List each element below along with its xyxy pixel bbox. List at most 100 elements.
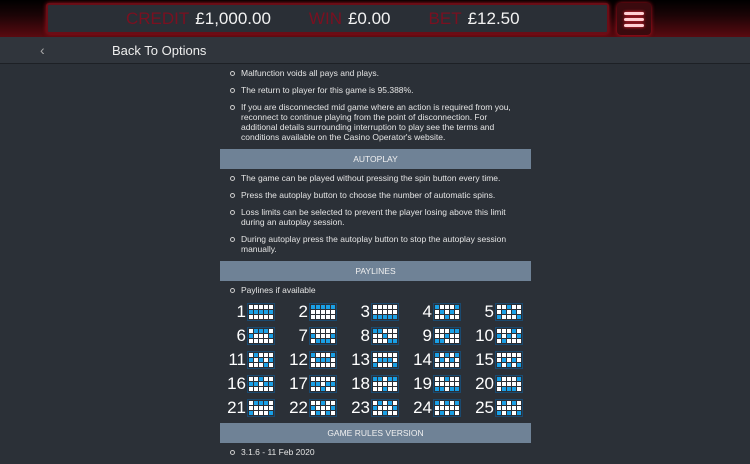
payline-number: 8 bbox=[360, 325, 370, 345]
game-rules-content: Malfunction voids all pays and plays. The… bbox=[220, 64, 531, 464]
payline-7: 7 bbox=[285, 326, 347, 345]
payline-11: 11 bbox=[223, 350, 285, 369]
version-list: 3.1.6 - 11 Feb 2020 bbox=[220, 447, 531, 457]
payline-pattern-icon bbox=[247, 326, 275, 345]
balance-meter: CREDIT £1,000.00 WIN £0.00 BET £12.50 bbox=[46, 3, 609, 34]
list-item: Loss limits can be selected to prevent t… bbox=[230, 207, 523, 227]
payline-number: 7 bbox=[298, 325, 308, 345]
payline-pattern-icon bbox=[247, 302, 275, 321]
payline-number: 5 bbox=[484, 301, 494, 321]
payline-8: 8 bbox=[347, 326, 409, 345]
credit-value: £1,000.00 bbox=[195, 8, 271, 28]
payline-number: 22 bbox=[289, 397, 308, 417]
menu-button[interactable] bbox=[617, 3, 651, 35]
win-label: WIN bbox=[308, 8, 342, 28]
payline-pattern-icon bbox=[495, 374, 523, 393]
payline-22: 22 bbox=[285, 398, 347, 417]
payline-number: 23 bbox=[351, 397, 370, 417]
payline-pattern-icon bbox=[309, 398, 337, 417]
payline-25: 25 bbox=[471, 398, 533, 417]
payline-number: 12 bbox=[289, 349, 308, 369]
section-header-autoplay: AUTOPLAY bbox=[220, 149, 531, 169]
payline-pattern-icon bbox=[309, 374, 337, 393]
bet-value: £12.50 bbox=[467, 8, 520, 28]
payline-pattern-icon bbox=[433, 326, 461, 345]
payline-23: 23 bbox=[347, 398, 409, 417]
payline-pattern-icon bbox=[495, 398, 523, 417]
payline-number: 10 bbox=[475, 325, 494, 345]
payline-number: 4 bbox=[422, 301, 432, 321]
payline-number: 14 bbox=[413, 349, 432, 369]
payline-number: 2 bbox=[298, 301, 308, 321]
section-header-paylines: PAYLINES bbox=[220, 261, 531, 281]
credit-label: CREDIT bbox=[126, 8, 190, 28]
list-item: 3.1.6 - 11 Feb 2020 bbox=[230, 447, 523, 457]
payline-pattern-icon bbox=[495, 302, 523, 321]
hamburger-icon bbox=[624, 11, 644, 15]
payline-pattern-icon bbox=[309, 302, 337, 321]
payline-pattern-icon bbox=[247, 398, 275, 417]
list-item: The game can be played without pressing … bbox=[230, 173, 523, 183]
payline-13: 13 bbox=[347, 350, 409, 369]
payline-17: 17 bbox=[285, 374, 347, 393]
payline-number: 17 bbox=[289, 373, 308, 393]
list-item: Press the autoplay button to choose the … bbox=[230, 190, 523, 200]
payline-pattern-icon bbox=[433, 350, 461, 369]
payline-pattern-icon bbox=[433, 302, 461, 321]
top-bar: CREDIT £1,000.00 WIN £0.00 BET £12.50 bbox=[0, 0, 750, 37]
list-item: During autoplay press the autoplay butto… bbox=[230, 234, 523, 254]
payline-pattern-icon bbox=[371, 398, 399, 417]
payline-number: 13 bbox=[351, 349, 370, 369]
payline-pattern-icon bbox=[247, 374, 275, 393]
payline-number: 19 bbox=[413, 373, 432, 393]
payline-19: 19 bbox=[409, 374, 471, 393]
payline-5: 5 bbox=[471, 302, 533, 321]
payline-9: 9 bbox=[409, 326, 471, 345]
autoplay-list: The game can be played without pressing … bbox=[220, 173, 531, 254]
section-header-version: GAME RULES VERSION bbox=[220, 423, 531, 443]
payline-1: 1 bbox=[223, 302, 285, 321]
payline-24: 24 bbox=[409, 398, 471, 417]
payline-3: 3 bbox=[347, 302, 409, 321]
payline-18: 18 bbox=[347, 374, 409, 393]
payline-4: 4 bbox=[409, 302, 471, 321]
payline-pattern-icon bbox=[247, 350, 275, 369]
payline-15: 15 bbox=[471, 350, 533, 369]
payline-6: 6 bbox=[223, 326, 285, 345]
payline-number: 18 bbox=[351, 373, 370, 393]
payline-10: 10 bbox=[471, 326, 533, 345]
payline-number: 1 bbox=[236, 301, 246, 321]
payline-pattern-icon bbox=[433, 398, 461, 417]
payline-21: 21 bbox=[223, 398, 285, 417]
payline-pattern-icon bbox=[371, 326, 399, 345]
payline-number: 9 bbox=[422, 325, 432, 345]
payline-pattern-icon bbox=[371, 302, 399, 321]
payline-number: 11 bbox=[228, 349, 246, 369]
payline-12: 12 bbox=[285, 350, 347, 369]
win-value: £0.00 bbox=[347, 8, 391, 28]
paylines-grid: 1 2 3 4 5 6 7 8 9 10 11 12 13 14 15 16 17 18 19 20 21 22 23 24 2… bbox=[220, 302, 531, 417]
payline-16: 16 bbox=[223, 374, 285, 393]
list-item: Paylines if available bbox=[230, 285, 523, 295]
payline-14: 14 bbox=[409, 350, 471, 369]
payline-pattern-icon bbox=[433, 374, 461, 393]
intro-list: Malfunction voids all pays and plays. The… bbox=[220, 68, 531, 142]
payline-number: 25 bbox=[475, 397, 494, 417]
payline-pattern-icon bbox=[371, 350, 399, 369]
paylines-list: Paylines if available bbox=[220, 285, 531, 295]
payline-pattern-icon bbox=[495, 326, 523, 345]
payline-number: 21 bbox=[227, 397, 246, 417]
chevron-left-icon[interactable]: ‹ bbox=[40, 42, 45, 58]
payline-pattern-icon bbox=[371, 374, 399, 393]
payline-pattern-icon bbox=[495, 350, 523, 369]
back-to-options-link[interactable]: Back To Options bbox=[112, 43, 207, 58]
list-item: If you are disconnected mid game where a… bbox=[230, 102, 523, 142]
list-item: Malfunction voids all pays and plays. bbox=[230, 68, 523, 78]
payline-2: 2 bbox=[285, 302, 347, 321]
payline-number: 16 bbox=[227, 373, 246, 393]
payline-number: 15 bbox=[475, 349, 494, 369]
back-to-options-bar[interactable]: ‹ Back To Options bbox=[0, 37, 750, 64]
payline-number: 24 bbox=[413, 397, 432, 417]
payline-pattern-icon bbox=[309, 326, 337, 345]
list-item: The return to player for this game is 95… bbox=[230, 85, 523, 95]
